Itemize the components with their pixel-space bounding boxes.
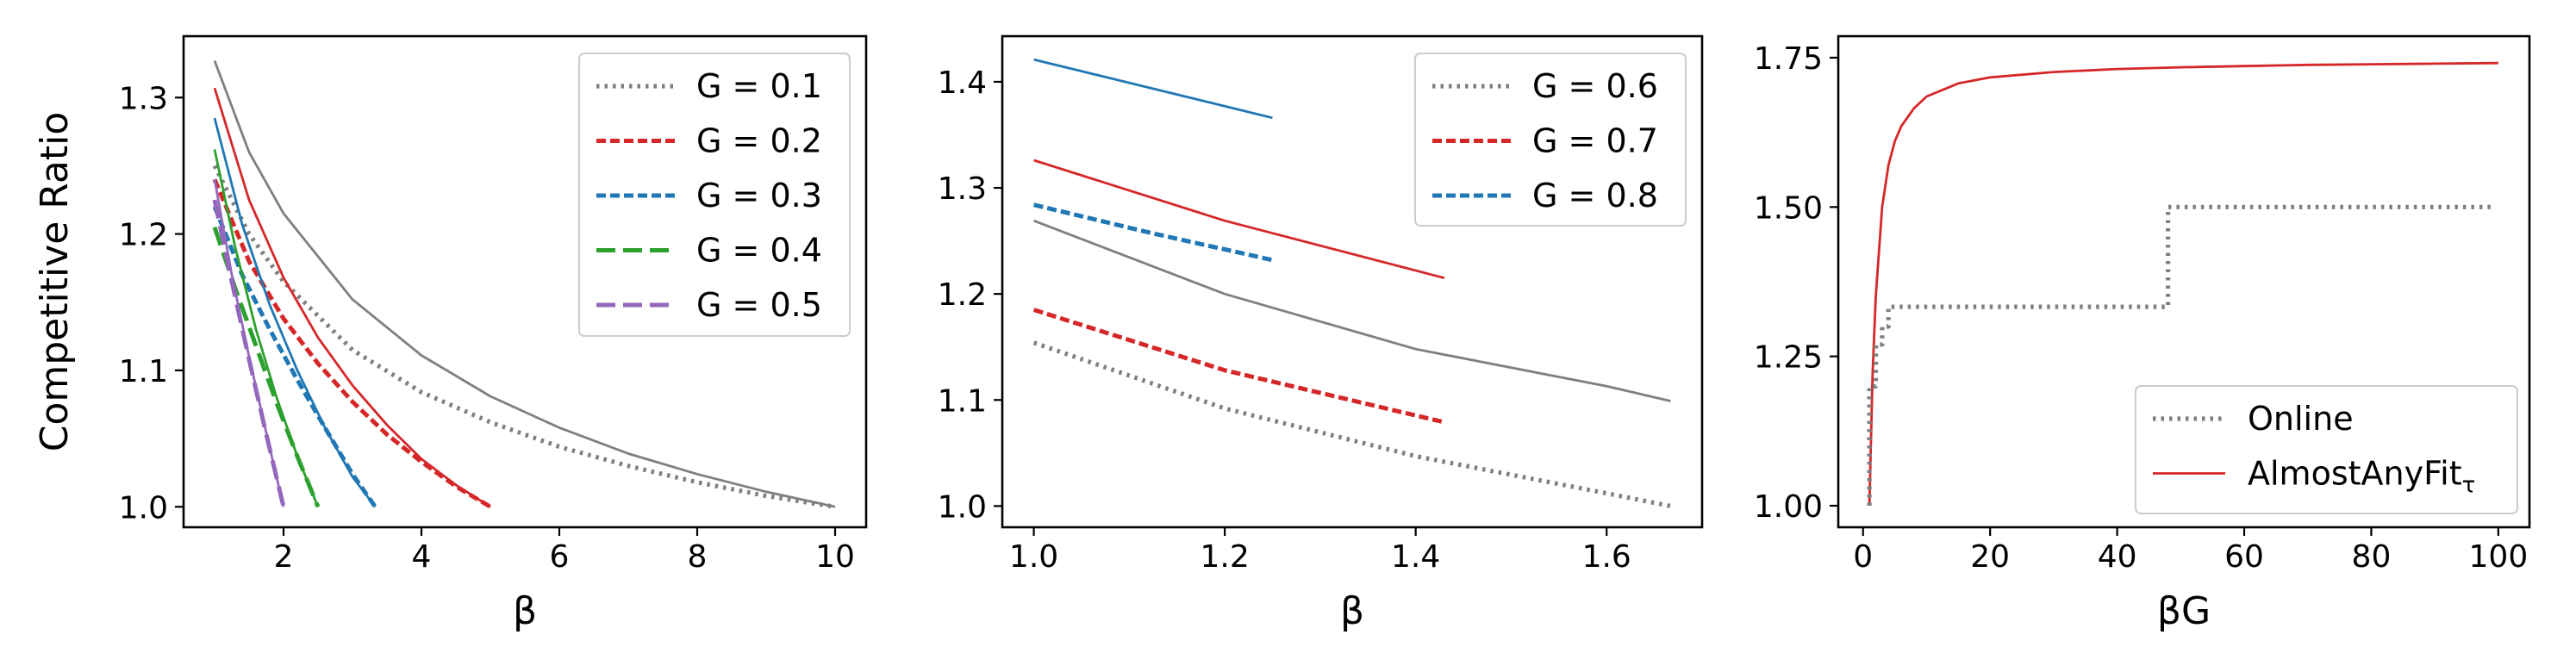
chart-panel-beta-small-g: 2 4 6 8 10 1.0 1.1 1.2 1.3 β Competitive Ratio G = … bbox=[33, 34, 868, 633]
legend-label: G = 0.2 bbox=[696, 122, 822, 160]
x-tick-label: 40 bbox=[2098, 539, 2137, 575]
legend-frame bbox=[1414, 53, 1687, 227]
legend-label: Online bbox=[2248, 400, 2354, 438]
y-tick-label: 1.00 bbox=[1754, 489, 1823, 525]
x-tick-label: 1.2 bbox=[1200, 539, 1249, 575]
legend: G = 0.6 G = 0.7 G = 0.8 bbox=[1414, 53, 1687, 227]
x-axis-label: β bbox=[513, 589, 537, 633]
y-tick-label: 1.0 bbox=[938, 489, 987, 525]
series-line-purple-solid-8 bbox=[213, 179, 285, 507]
series-line-gray-dotted-1 bbox=[1867, 204, 2492, 506]
legend-label: G = 0.7 bbox=[1532, 122, 1658, 160]
axes-frame bbox=[182, 34, 868, 529]
x-tick-label: 20 bbox=[1970, 539, 2010, 575]
series-line-red-solid-2 bbox=[213, 87, 491, 508]
y-tick-label: 1.50 bbox=[1754, 190, 1823, 226]
x-tick-label: 10 bbox=[815, 539, 855, 575]
chart-panel-beta-large-g: 1.0 1.2 1.4 1.61.01.11.21.31.4βG = 0.6G = 0… bbox=[938, 34, 1704, 633]
axes-frame bbox=[1837, 34, 2531, 529]
y-tick-label: 1.1 bbox=[938, 383, 987, 419]
series-line-blue-dashed-5 bbox=[212, 205, 377, 508]
y-tick-label: 1.75 bbox=[1754, 41, 1823, 77]
legend: G = 0.1 G = 0.2 G = 0.3 G = 0.4 G = 0.5 bbox=[578, 53, 851, 337]
legend-label: G = 0.4 bbox=[696, 232, 822, 270]
y-tick-label: 1.3 bbox=[938, 171, 987, 207]
series-line-gray-solid-0 bbox=[213, 60, 836, 508]
legend-label: G = 0.1 bbox=[696, 67, 822, 105]
y-tick-label: 1.25 bbox=[1754, 340, 1823, 376]
legend: Online AlmostAnyFitτ bbox=[2135, 385, 2518, 514]
y-tick-label: 1.2 bbox=[119, 218, 168, 253]
series-line-green-solid-6 bbox=[213, 149, 320, 507]
x-tick-label: 0 bbox=[1853, 539, 1873, 575]
chart-panel-beta-times-g: 0 20 40 60 80 100 1.00 1.25 1.50 1.75 βG Online Almo… bbox=[1754, 34, 2531, 633]
x-tick-label: 80 bbox=[2352, 539, 2392, 575]
y-tick-label: 1.4 bbox=[938, 65, 987, 101]
x-tick-label: 1.6 bbox=[1582, 539, 1631, 575]
axes-frame bbox=[1001, 34, 1704, 529]
x-axis-label: βG bbox=[2157, 589, 2211, 633]
x-tick-label: 2 bbox=[274, 539, 294, 575]
legend-label: G = 0.6 bbox=[1532, 67, 1658, 105]
series-line-blue-dashed-1 bbox=[1033, 202, 1274, 263]
y-axis-label: Competitive Ratio bbox=[33, 112, 77, 452]
series-line-red-solid-2 bbox=[1033, 159, 1445, 280]
legend-label: G = 0.8 bbox=[1532, 177, 1658, 215]
y-tick-label: 1.2 bbox=[938, 277, 987, 313]
x-tick-label: 8 bbox=[688, 539, 708, 575]
x-tick-label: 60 bbox=[2224, 539, 2264, 575]
series-line-gray-dotted-1 bbox=[212, 165, 836, 509]
legend-label-subscript: τ bbox=[2462, 473, 2476, 499]
legend-label: G = 0.5 bbox=[696, 286, 822, 324]
x-tick-label: 1.0 bbox=[1009, 539, 1058, 575]
x-tick-label: 4 bbox=[412, 539, 432, 575]
series-line-blue-solid-0 bbox=[1033, 58, 1273, 120]
x-tick-label: 100 bbox=[2469, 539, 2529, 575]
y-tick-label: 1.3 bbox=[119, 81, 168, 116]
series-group bbox=[1032, 58, 1671, 508]
series-line-gray-dotted-5 bbox=[1032, 340, 1671, 508]
y-tick-label: 1.1 bbox=[119, 354, 168, 389]
y-tick-label: 1.0 bbox=[119, 490, 168, 526]
series-line-red-solid-0 bbox=[1868, 61, 2498, 507]
series-line-purple-longdash-9 bbox=[212, 199, 286, 507]
legend-label: G = 0.3 bbox=[696, 177, 822, 215]
x-axis-label: β bbox=[1340, 589, 1364, 633]
x-tick-label: 1.4 bbox=[1391, 539, 1440, 575]
x-tick-label: 6 bbox=[550, 539, 570, 575]
legend-frame bbox=[578, 53, 851, 337]
legend-frame bbox=[2135, 385, 2518, 514]
legend-label: AlmostAnyFitτ bbox=[2248, 455, 2475, 499]
series-group bbox=[212, 60, 836, 509]
series-line-gray-solid-4 bbox=[1033, 219, 1671, 402]
series-group bbox=[1867, 61, 2498, 507]
series-line-red-dashed-3 bbox=[1032, 308, 1445, 425]
